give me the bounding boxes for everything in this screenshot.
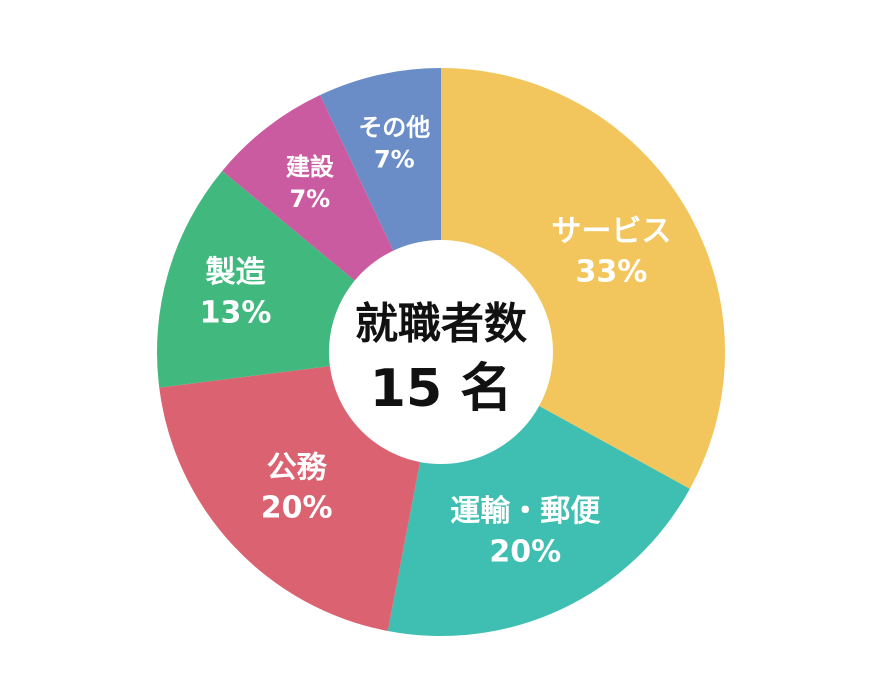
slice-label-1: 運輸・郵便 [450,494,601,529]
donut-hole [329,240,553,464]
center-value: 15 名 [370,359,512,419]
slice-value-4: 7% [289,185,330,213]
slice-value-5: 7% [374,145,415,173]
slice-label-4: 建設 [286,153,335,181]
slice-value-0: 33% [576,254,648,289]
slice-label-2: 公務 [267,450,328,485]
slice-label-5: その他 [358,113,430,141]
slice-value-1: 20% [489,534,561,569]
slice-value-3: 13% [200,295,272,330]
center-title: 就職者数 [355,300,527,350]
slice-label-0: サービス [551,214,671,249]
slice-value-2: 20% [261,491,333,526]
slice-label-3: 製造 [205,255,265,290]
slice-labels-group: サービス 33% 運輸・郵便 20% 公務 20% 製造 13% 建設 7% その他 7% [200,113,672,569]
